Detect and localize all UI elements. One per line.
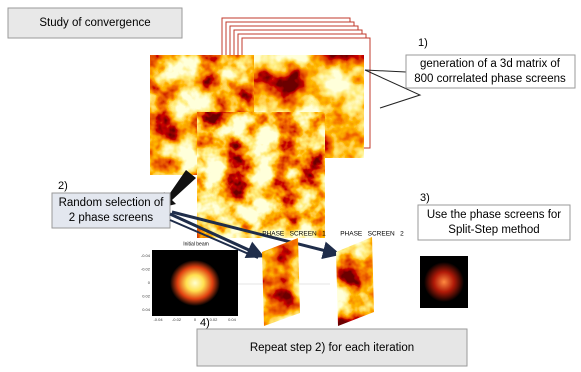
screen-stack xyxy=(150,18,370,238)
screen-label: PHASE SCREEN 1 xyxy=(262,231,326,238)
step-text: Split-Step method xyxy=(448,224,539,236)
screen-label: PHASE SCREEN 2 xyxy=(340,231,404,238)
step-text: Random selection of xyxy=(59,197,165,209)
tick-label: 0.04 xyxy=(228,317,237,322)
tick-label: -0.04 xyxy=(153,317,163,322)
phase-screen xyxy=(336,237,374,326)
step-number: 4) xyxy=(200,317,210,329)
page: Study of convergence {"title_box": {"tex… xyxy=(0,0,581,367)
output-spot xyxy=(424,262,464,302)
step-number: 2) xyxy=(58,180,68,192)
tick-label: 0 xyxy=(148,280,151,285)
title-text: Study of convergence xyxy=(39,17,150,29)
tick-label: 0.02 xyxy=(210,317,219,322)
body: Study of convergence 1) generation of a … xyxy=(0,0,581,367)
step-text: Repeat step 2) for each iteration xyxy=(250,342,414,354)
plot-title: Initial beam xyxy=(183,241,209,247)
connector xyxy=(365,70,406,72)
tick-label: 0.04 xyxy=(142,307,151,312)
diagram: Study of convergence 1) generation of a … xyxy=(0,0,581,367)
step-number: 1) xyxy=(418,37,428,49)
tick-label: 0.02 xyxy=(142,294,151,299)
step-text: 800 correlated phase screens xyxy=(414,73,566,85)
step-text: 2 phase screens xyxy=(69,212,154,224)
phase-screen xyxy=(197,112,325,238)
step-number: 3) xyxy=(420,192,430,204)
step-text: generation of a 3d matrix of xyxy=(420,58,561,70)
beam-spot xyxy=(170,260,220,306)
tick-label: -0.02 xyxy=(172,317,182,322)
step-text: Use the phase screens for xyxy=(427,209,561,221)
tick-label: -0.04 xyxy=(141,253,151,258)
phase-screen xyxy=(262,238,300,326)
tick-label: -0.02 xyxy=(141,267,151,272)
tick-label: 0 xyxy=(194,317,197,322)
